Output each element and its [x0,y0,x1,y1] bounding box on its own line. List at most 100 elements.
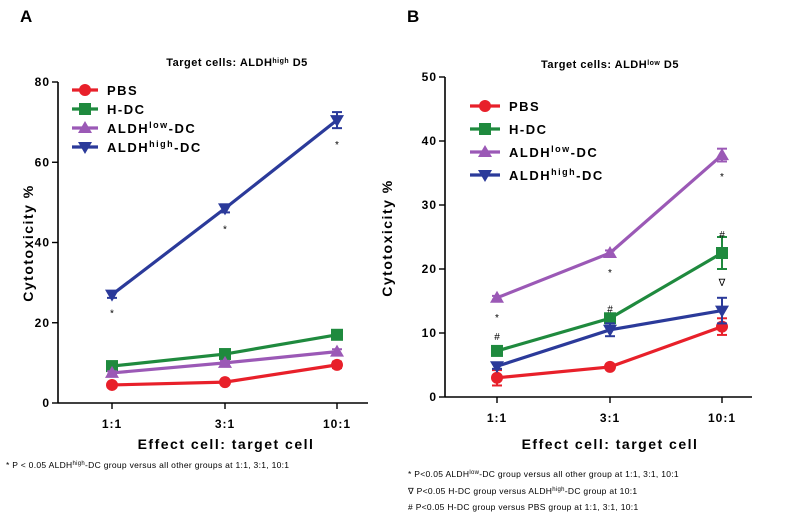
panel-b-letter: B [407,7,419,26]
panel-b-footnote-3: # P<0.05 H-DC group versus PBS group at … [408,502,638,512]
panel-b-footnotes: * P<0.05 ALDHlow-DC group versus all oth… [407,469,679,512]
panel-a-point-aldhhigh-dc [218,203,232,216]
panel-b-point-pbs [491,371,503,384]
panel-a-legend-marker [78,121,92,133]
panel-b-y-axis-label: Cytotoxicity % [379,179,395,296]
panel-b-legend-label-main: ALDH [509,145,551,160]
panel-b-point-aldhlow-dc [603,246,617,258]
panel-a-axes: 0 20 40 60 80 1:1 3:1 10:1 [35,75,368,431]
panel-a-series-pbs [106,358,343,391]
panel-b-significance-mark: * [720,172,724,183]
panel-b-legend-label: ALDHhigh-DC [509,167,604,183]
panel-b-series-h-dc [491,236,728,357]
panel-b-point-h-dc [716,247,728,259]
panel-b-point-h-dc [604,312,616,325]
panel-a-x-tick-label: 1:1 [102,417,122,431]
panel-b-legend-label-main: ALDH [509,168,551,183]
panel-a-x-axis-label: Effect cell: target cell [138,436,315,452]
panel-b-legend-label-suffix: -DC [576,168,604,183]
panel-a-point-h-dc [219,348,231,361]
panel-a-y-tick-label: 80 [35,75,50,89]
panel-a-legend-label-main: H-DC [107,102,146,117]
panel-a-significance-mark: * [110,309,114,320]
panel-a-x-tick-label: 10:1 [323,417,351,431]
panel-a-legend-label-main: PBS [107,83,138,98]
panel-a-letter: A [20,7,32,26]
panel-b-legend-marker [478,145,492,157]
panel-b-point-aldhhigh-dc [490,361,504,374]
panel-a-series-aldhhigh-dc [105,111,344,302]
panel-b-legend-label-main: H-DC [509,122,548,137]
panel-a-point-h-dc [331,328,343,341]
panel-a-legend-label-sup: low [149,120,169,130]
panel-b-legend-label: H-DC [509,122,548,137]
panel-b-legend-label: PBS [509,99,540,114]
panel-a-legend-label: PBS [107,83,138,98]
panel-b-axes: 0 10 20 30 40 50 1:1 3:1 10:1 [422,70,752,425]
panel-b-legend-item-aldhlow-dc: ALDHlow-DC [470,144,597,160]
panel-b-series-aldhhigh-dc [490,296,729,374]
panel-b-y-tick-label: 30 [422,198,437,212]
panel-a-significance-mark: * [335,140,339,151]
panel-b-significance-mark: * [608,268,612,279]
panel-b-point-aldhhigh-dc [603,324,617,337]
panel-a-legend-marker [78,142,92,154]
panel-a-point-aldhhigh-dc [105,289,119,302]
panel-a-point-aldhlow-dc [105,365,119,378]
panel-a-legend-label: ALDHlow-DC [107,120,196,136]
panel-b-y-tick-label: 0 [429,390,437,404]
panel-b-point-aldhhigh-dc [715,305,729,318]
panel-a-legend-marker [79,103,91,115]
panel-b-legend-marker [478,170,492,182]
panel-b-significance-mark: * [495,313,499,324]
panel-b-point-h-dc [491,344,503,357]
panel-a-title: Target cells: ALDHhigh D5 [166,57,308,69]
panel-a-y-axis-label: Cytotoxicity % [20,184,36,301]
panel-a-marks: * * * [105,111,344,391]
panel-a-legend-label-main: ALDH [107,140,149,155]
panel-b-y-tick-label: 50 [422,70,437,84]
panel-a-legend-item-h-dc: H-DC [72,102,146,117]
panel-b-point-aldhlow-dc [715,148,729,161]
panel-a-legend-label-main: ALDH [107,121,149,136]
panel-b-x-axis-label: Effect cell: target cell [522,436,699,452]
panel-a-point-aldhlow-dc [330,344,344,357]
panel-a-point-aldhlow-dc [218,355,232,368]
panel-b-y-tick-label: 40 [422,134,437,148]
panel-b-significance-mark: ∇ [718,278,726,289]
panel-a-point-pbs [106,378,118,391]
panel-a-legend-label-sup: high [149,139,174,149]
panel-b-series-pbs [491,317,728,387]
panel-b-y-tick-label: 10 [422,326,437,340]
panel-b: B Target cells: ALDHlow D5 0 10 20 30 40 50 1:… [379,7,752,512]
panel-a-legend-item-aldhlow-dc: ALDHlow-DC [72,120,196,136]
panel-a-significance-mark: * [223,224,227,235]
panel-b-significance-mark: # [719,230,725,241]
panel-a-x-tick-label: 3:1 [215,417,235,431]
panel-b-x-tick-label: 3:1 [600,411,620,425]
panel-b-legend-item-h-dc: H-DC [470,122,548,137]
panel-b-series-aldhlow-dc [490,147,729,303]
panel-a-footnote: * P < 0.05 ALDHhigh-DC group versus all … [6,460,289,470]
panel-b-title: Target cells: ALDHlow D5 [541,59,679,71]
panel-a-legend-label-suffix: -DC [169,121,197,136]
panel-b-legend-label-main: PBS [509,99,540,114]
panel-a-legend-item-pbs: PBS [72,83,138,98]
panel-a-y-tick-label: 60 [35,155,50,169]
panel-a-y-tick-label: 40 [35,236,50,250]
panel-b-footnote-2: ∇ P<0.05 H-DC group versus ALDHhigh-DC g… [407,486,637,496]
panel-a-y-tick-label: 20 [35,316,50,330]
panel-b-x-tick-label: 10:1 [708,411,736,425]
panel-b-significance-mark: # [607,305,613,316]
panel-a-y-tick-label: 0 [42,396,50,410]
panel-a: A Target cells: ALDHhigh D5 0 20 40 60 80 1:1… [6,7,368,470]
panel-b-marks: * # * # * # ∇ [490,147,729,387]
panel-b-legend: PBS H-DC ALDHlow-DC ALDHhigh-DC [470,99,604,183]
panel-a-legend-label: H-DC [107,102,146,117]
panel-a-legend-item-aldhhigh-dc: ALDHhigh-DC [72,139,202,155]
panel-a-legend-label: ALDHhigh-DC [107,139,202,155]
panel-b-legend-item-pbs: PBS [470,99,540,114]
panel-b-significance-mark: # [494,332,500,343]
